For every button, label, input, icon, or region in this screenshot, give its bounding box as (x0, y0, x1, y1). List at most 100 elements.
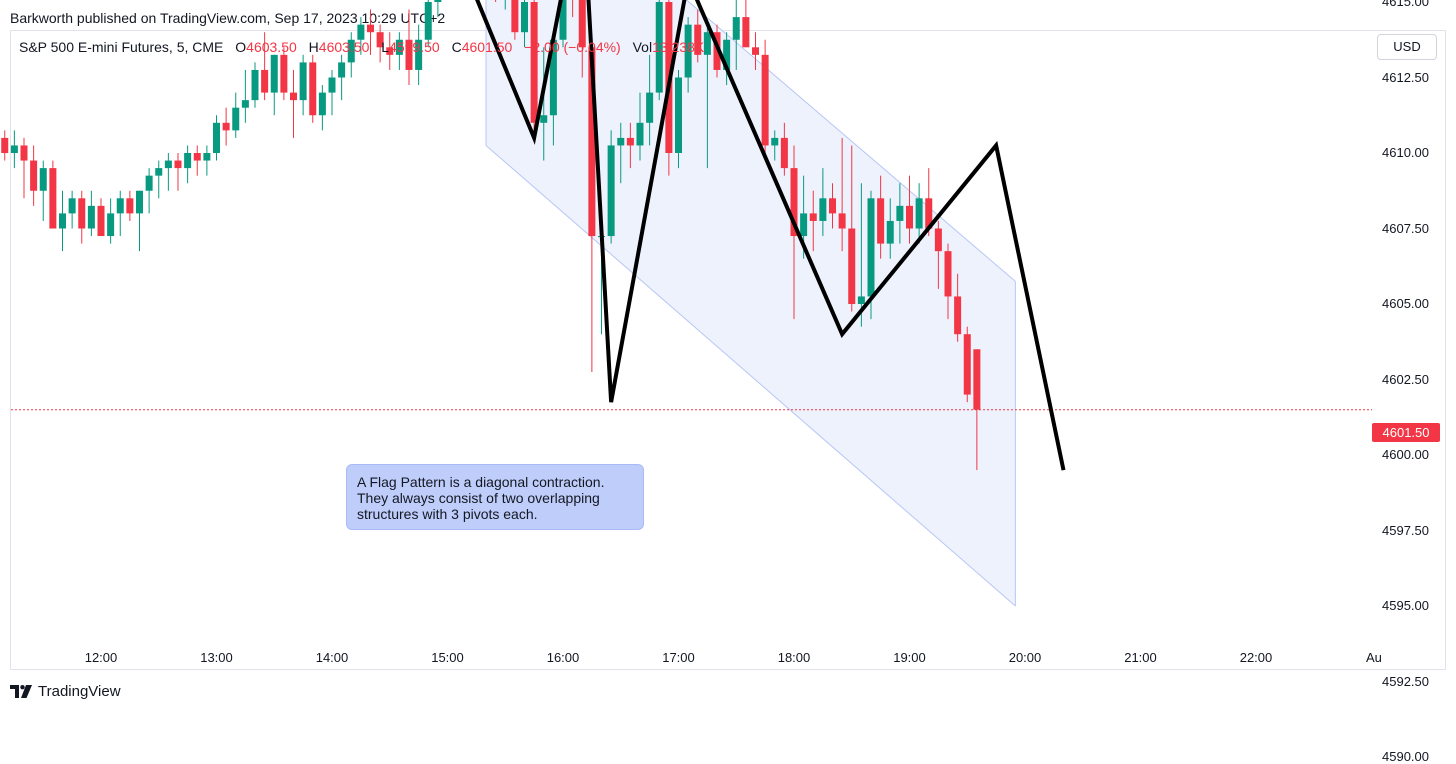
time-tick-label: 21:00 (1124, 650, 1157, 665)
candle-body (906, 205, 913, 229)
time-tick-label: 18:00 (777, 650, 811, 665)
candle (742, 0, 750, 48)
candle-body (136, 190, 143, 214)
candle-body (232, 107, 240, 131)
candle (376, 24, 384, 63)
candle-body (30, 160, 38, 191)
candle (790, 145, 798, 320)
price-tick-label: 4590.00 (1382, 749, 1429, 764)
candle (309, 54, 317, 123)
candle-body (636, 122, 644, 146)
candle (703, 24, 711, 169)
candle (261, 32, 269, 101)
candle (290, 69, 297, 138)
candle-body (39, 168, 47, 191)
candle-body (800, 213, 808, 237)
candle-body (97, 205, 105, 237)
close-value: 4601.50 (461, 39, 513, 55)
candle (694, 9, 702, 63)
candle (549, 32, 557, 146)
candle-body (626, 137, 634, 146)
candle-body (347, 39, 355, 63)
footer-brand[interactable]: TradingView (10, 681, 121, 701)
candle-body (617, 137, 625, 146)
price-tick-label: 4602.50 (1382, 371, 1429, 387)
candle-body (424, 2, 432, 40)
time-tick-label: 22:00 (1239, 650, 1273, 665)
candle (299, 54, 307, 116)
low-value: 4599.50 (389, 39, 440, 55)
candle-body (511, 0, 519, 33)
candle (145, 168, 153, 214)
candle (848, 145, 856, 312)
candle-body (386, 47, 394, 55)
candle-body (145, 175, 153, 191)
candle-body (973, 349, 981, 410)
candle (357, 17, 365, 55)
candle (20, 137, 28, 199)
candle-body (684, 24, 692, 78)
chart-pane[interactable] (10, 30, 1446, 670)
candle (338, 54, 346, 101)
candle-body (261, 69, 269, 93)
candle-body (530, 2, 538, 123)
candle-body (896, 205, 904, 221)
symbol-name: S&P 500 E-mini Futures, 5, CME (19, 39, 224, 55)
price-chart[interactable] (0, 0, 1456, 709)
candle-body (559, 0, 567, 40)
candle (116, 190, 124, 237)
price-tick-label: 4595.00 (1382, 598, 1429, 613)
candle-body (280, 54, 288, 93)
candle (617, 122, 625, 184)
candle (915, 183, 923, 244)
price-tick-label: 4615.00 (1382, 0, 1429, 9)
currency-button[interactable]: USD (1377, 34, 1437, 60)
candle (925, 168, 933, 237)
candle-body (713, 32, 721, 70)
low-key: L (381, 39, 390, 55)
candle (530, 0, 538, 131)
candle-body (290, 92, 297, 101)
candle (213, 115, 220, 161)
candle-body (925, 198, 933, 229)
candle (819, 168, 827, 237)
candle-body (49, 168, 57, 229)
price-tick-label: 4610.00 (1382, 145, 1429, 160)
candle (347, 32, 355, 78)
candle (68, 190, 76, 229)
candle-body (251, 69, 259, 101)
candle-body (270, 54, 278, 93)
candle-body (655, 2, 663, 93)
candle-body (915, 198, 923, 229)
symbol-legend[interactable]: S&P 500 E-mini Futures, 5, CME O4603.50 … (19, 39, 704, 55)
price-tick-label: 4607.50 (1382, 220, 1429, 236)
candle (752, 32, 759, 70)
candle-body (540, 115, 548, 123)
candle (87, 190, 95, 237)
candle (193, 145, 201, 176)
time-tick-label: 15:00 (431, 650, 464, 665)
annotation-note[interactable]: A Flag Pattern is a diagonal contraction… (346, 464, 644, 530)
candle-body (886, 220, 894, 244)
high-key: H (308, 39, 319, 55)
time-tick-label: 12:00 (84, 650, 118, 665)
candle-body (174, 160, 182, 169)
time-tick-label: 17:00 (662, 650, 695, 665)
candle-body (222, 122, 230, 131)
candle (415, 24, 423, 86)
candle (829, 183, 836, 229)
candle-body (578, 0, 586, 48)
high-value: 4603.50 (318, 39, 370, 55)
candle (39, 160, 47, 221)
close-key: C (451, 39, 462, 55)
candle (367, 9, 374, 55)
candle (973, 349, 981, 471)
candle (838, 137, 846, 252)
candle (607, 130, 615, 244)
candle-body (395, 39, 403, 55)
time-tick-label: Au (1366, 650, 1382, 665)
candle-body (20, 145, 28, 161)
candle-body (309, 62, 317, 116)
candle-body (59, 213, 66, 229)
candle (636, 92, 644, 161)
